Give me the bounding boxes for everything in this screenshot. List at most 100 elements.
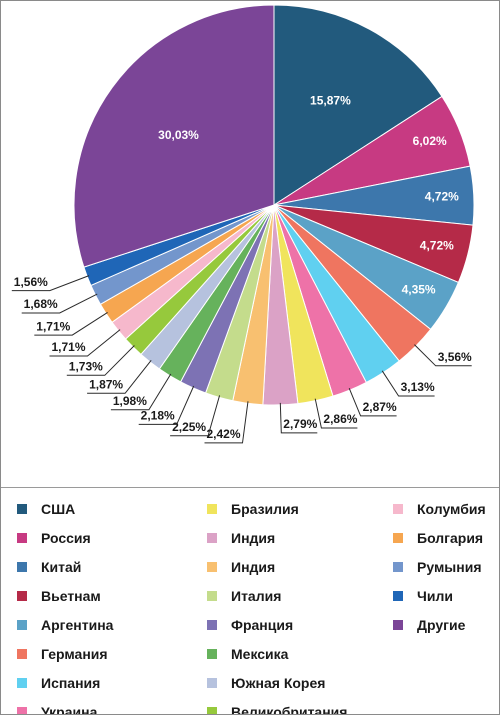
leader-line xyxy=(110,373,172,411)
legend-item: Великобритания xyxy=(207,697,348,715)
slice-value-label: 2,87% xyxy=(363,400,397,414)
legend-item: США xyxy=(17,494,113,523)
legend-swatch xyxy=(393,561,403,572)
legend-item: Южная Корея xyxy=(207,668,347,697)
legend-swatch xyxy=(393,590,403,601)
slice-value-label: 1,71% xyxy=(36,319,70,333)
leader-line xyxy=(414,344,472,367)
legend-label: Болгария xyxy=(417,529,484,546)
legend-swatch xyxy=(393,503,403,514)
slice-value-label: 3,13% xyxy=(401,380,435,394)
leader-line xyxy=(34,311,108,336)
slice-value-label: 2,42% xyxy=(206,427,240,441)
legend-label: Колумбия xyxy=(417,500,486,517)
slice-value-label: 1,98% xyxy=(113,394,147,408)
legend-label: Индия xyxy=(231,558,276,575)
legend-swatch xyxy=(17,706,27,714)
slice-value-label: 2,86% xyxy=(323,412,357,426)
legend-item: Украина xyxy=(17,697,113,714)
leader-line xyxy=(66,345,135,376)
legend-item: Вьетнам xyxy=(17,581,113,610)
leader-line xyxy=(204,401,249,444)
legend-swatch xyxy=(17,677,27,688)
legend-label: Румыния xyxy=(417,558,482,575)
legend-label: Россия xyxy=(41,529,91,546)
legend-label: Южная Корея xyxy=(231,674,326,691)
pie-chart: 15,87% 6,02% 4,72% 4,72% 4,35% 3,56% 3,13% 2,87… xyxy=(11,4,475,444)
legend-swatch xyxy=(207,648,217,659)
leader-line xyxy=(21,293,98,314)
legend-item: Китай xyxy=(17,552,113,581)
legend-swatch xyxy=(207,619,217,630)
legend-swatch xyxy=(207,503,217,514)
leader-line xyxy=(314,398,358,429)
pie-slice xyxy=(273,4,443,206)
legend-item: Италия xyxy=(207,581,347,610)
pie-slices xyxy=(73,4,475,406)
legend-item: Чили xyxy=(393,581,486,610)
legend-label: Вьетнам xyxy=(41,587,101,604)
slice-value-label: 4,72% xyxy=(420,239,454,253)
leader-line xyxy=(11,275,90,292)
legend-label: Франция xyxy=(231,616,294,633)
slice-value-label: 3,56% xyxy=(438,350,472,364)
slice-value-label: 4,35% xyxy=(402,283,436,297)
legend-swatch xyxy=(17,503,27,514)
legend-swatch xyxy=(17,532,27,543)
legend-column: Колумбия Болгария Румыния Чили Другие xyxy=(393,494,486,639)
legend-swatch xyxy=(17,561,27,572)
legend-label: США xyxy=(41,500,76,517)
legend-item: Индия xyxy=(207,523,347,552)
legend-label: Испания xyxy=(41,674,101,691)
legend-swatch xyxy=(207,590,217,601)
legend-item: Колумбия xyxy=(393,494,486,523)
legend: США Россия Китай Вьетнам Аргентина Германия Ис… xyxy=(1,487,499,715)
legend-item: Франция xyxy=(207,610,347,639)
legend-swatch xyxy=(207,706,217,714)
legend-label: Аргентина xyxy=(41,616,114,633)
legend-label: Великобритания xyxy=(231,703,348,715)
leader-line xyxy=(170,395,221,437)
legend-item: Мексика xyxy=(207,639,347,668)
legend-item: Болгария xyxy=(393,523,486,552)
legend-item: Бразилия xyxy=(207,494,347,523)
legend-label: Чили xyxy=(417,587,453,604)
legend-label: Германия xyxy=(41,645,108,662)
legend-item: Аргентина xyxy=(17,610,113,639)
slice-value-label: 2,79% xyxy=(283,417,317,431)
leader-line xyxy=(87,359,152,394)
legend-label: Бразилия xyxy=(231,500,299,517)
slice-value-label: 1,87% xyxy=(89,377,123,391)
leader-line xyxy=(138,385,195,425)
legend-column: Бразилия Индия Индия Италия Франция Мексика Юж… xyxy=(207,494,348,715)
legend-item: Германия xyxy=(17,639,113,668)
leader-line xyxy=(348,388,397,417)
legend-label: Мексика xyxy=(231,645,289,662)
legend-swatch xyxy=(17,619,27,630)
legend-item: Другие xyxy=(393,610,486,639)
leader-line xyxy=(381,370,435,397)
legend-swatch xyxy=(17,590,27,601)
legend-label: Италия xyxy=(231,587,282,604)
legend-item: Испания xyxy=(17,668,113,697)
slice-value-label: 1,71% xyxy=(51,340,85,354)
slice-value-label: 1,68% xyxy=(24,297,58,311)
legend-swatch xyxy=(393,532,403,543)
slice-value-label: 4,72% xyxy=(425,189,459,203)
legend-item: Румыния xyxy=(393,552,486,581)
slice-labels: 15,87% 6,02% 4,72% 4,72% 4,35% 3,56% 3,13% 2,87… xyxy=(11,94,472,444)
leader-line xyxy=(279,402,318,434)
legend-swatch xyxy=(207,561,217,572)
legend-label: Индия xyxy=(231,529,276,546)
legend-item: Россия xyxy=(17,523,113,552)
legend-item: Индия xyxy=(207,552,347,581)
legend-swatch xyxy=(17,648,27,659)
pie-slice xyxy=(73,4,275,268)
slice-value-label: 2,25% xyxy=(172,420,206,434)
legend-label: Китай xyxy=(41,558,82,575)
legend-label: Другие xyxy=(417,616,466,633)
slice-value-label: 1,73% xyxy=(69,359,103,373)
slice-value-label: 1,56% xyxy=(14,275,48,289)
legend-swatch xyxy=(393,619,403,630)
